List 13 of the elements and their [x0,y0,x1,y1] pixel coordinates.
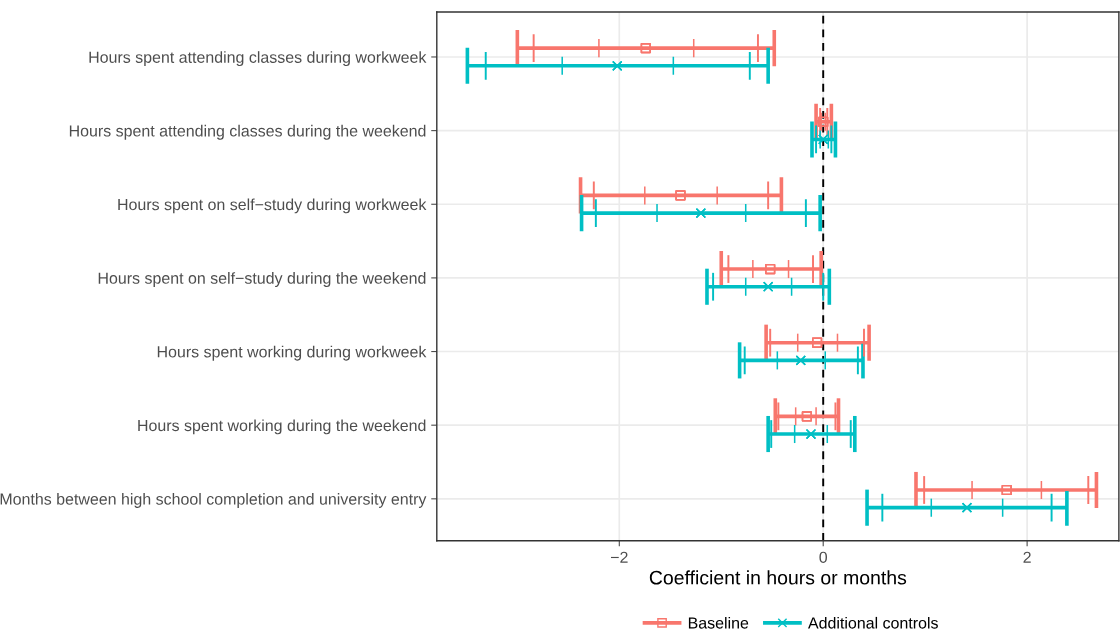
y-tick-label: Hours spent working during workweek [157,345,427,361]
y-tick-label: Hours spent on self−study during workweek [118,198,427,214]
y-tick-label: Hours spent working during the weekend [138,419,426,435]
x-axis-title: Coefficient in hours or months [649,570,907,585]
y-tick-label: Hours spent attending classes during workweek [89,51,427,67]
legend-label: Baseline [688,616,749,629]
x-tick-label: 2 [1023,551,1031,563]
legend-label: Additional controls [808,616,938,629]
y-tick-label: Hours spent on self−study during the weekend [98,272,426,287]
x-tick-label: 0 [819,551,828,563]
y-tick-label: Months between high school completion and university entry [0,493,427,508]
x-tick-label: −2 [610,551,628,563]
y-tick-label: Hours spent attending classes during the weekend [69,124,426,140]
